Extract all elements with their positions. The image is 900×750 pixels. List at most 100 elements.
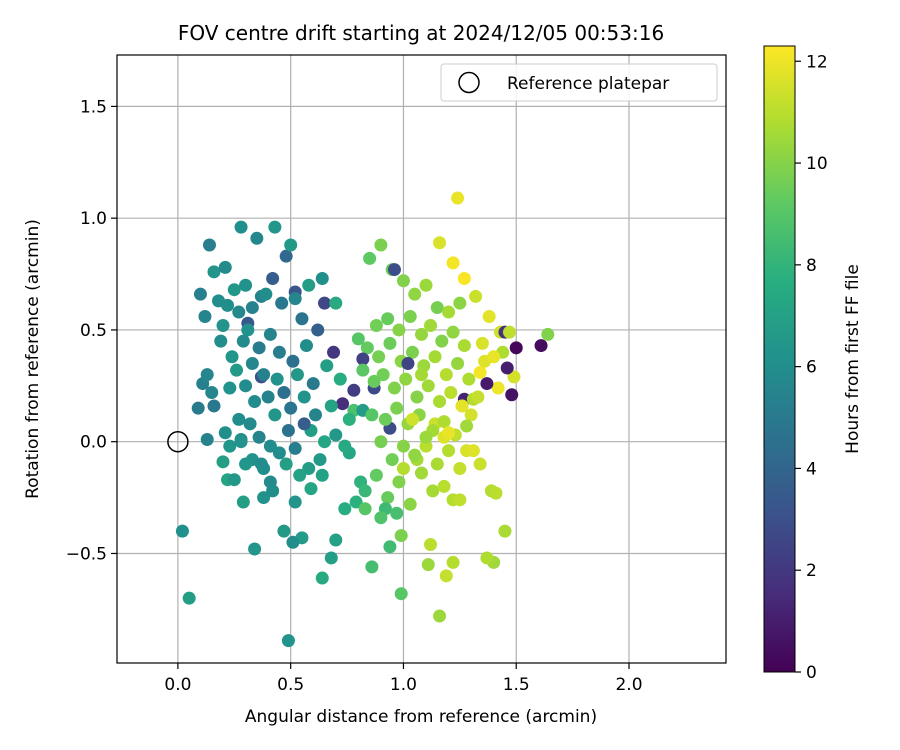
data-point (419, 278, 433, 292)
data-point (451, 356, 465, 370)
data-point (383, 540, 397, 554)
data-point (408, 448, 422, 462)
colorbar-tick-label: 2 (806, 561, 817, 581)
data-point (252, 430, 266, 444)
data-point (403, 497, 417, 511)
data-point (358, 502, 372, 516)
data-point (374, 238, 388, 252)
data-point (239, 379, 253, 393)
data-point (392, 323, 406, 337)
data-point (286, 535, 300, 549)
data-point (347, 383, 361, 397)
data-point (221, 298, 235, 312)
data-point (272, 345, 286, 359)
data-point (227, 473, 241, 487)
data-point (214, 334, 228, 348)
data-point (288, 441, 302, 455)
data-point (205, 386, 219, 400)
data-point (374, 435, 388, 449)
y-tick-label: 1.0 (80, 209, 107, 229)
data-point (367, 374, 381, 388)
data-point (507, 370, 521, 384)
data-point (279, 249, 293, 263)
data-point (293, 468, 307, 482)
legend-marker-icon (458, 71, 480, 94)
data-point (286, 354, 300, 368)
data-point (451, 191, 465, 205)
data-point (299, 339, 313, 353)
data-point (392, 475, 406, 489)
colorbar-tick-label: 6 (806, 358, 817, 378)
data-point (453, 296, 467, 310)
data-point (308, 408, 322, 422)
data-point (365, 408, 379, 422)
data-point (329, 296, 343, 310)
data-point (315, 272, 329, 286)
data-point (374, 511, 388, 525)
data-point (318, 435, 332, 449)
data-point (460, 419, 474, 433)
data-point (410, 390, 424, 404)
colorbar-tick-label: 0 (806, 663, 817, 683)
data-point (446, 325, 460, 339)
data-point (234, 220, 248, 234)
data-point (175, 524, 189, 538)
x-tick-label: 0.5 (277, 675, 304, 695)
data-point (313, 453, 327, 467)
data-point (270, 372, 284, 386)
colorbar-tick-label: 10 (806, 154, 828, 174)
data-point (297, 390, 311, 404)
data-point (261, 390, 275, 404)
data-point (390, 506, 404, 520)
data-point (360, 341, 374, 355)
data-point (424, 318, 438, 332)
data-point (338, 502, 352, 516)
data-point (193, 287, 207, 301)
data-point (446, 256, 460, 270)
data-point (329, 428, 343, 442)
colorbar-ticks: 0 2 4 6 8 10 12 (795, 52, 828, 683)
data-point (480, 377, 494, 391)
x-axis-label: Angular distance from reference (arcmin) (245, 707, 597, 727)
data-point (223, 381, 237, 395)
data-point (457, 339, 471, 353)
data-point (455, 399, 469, 413)
data-point (257, 368, 271, 382)
data-point (227, 283, 241, 297)
data-point (482, 310, 496, 324)
data-point (444, 386, 458, 400)
data-point (419, 430, 433, 444)
data-point (232, 412, 246, 426)
data-point (396, 462, 410, 476)
data-point (426, 484, 440, 498)
data-point (405, 345, 419, 359)
data-point (433, 609, 447, 623)
data-point (453, 462, 467, 476)
x-tick-label: 2.0 (615, 675, 642, 695)
data-point (198, 310, 212, 324)
data-point (288, 495, 302, 509)
colorbar-tick-label: 8 (806, 256, 817, 276)
data-point (318, 296, 332, 310)
y-tick-label: 0.0 (80, 433, 107, 453)
data-point (430, 457, 444, 471)
data-point (471, 390, 485, 404)
data-point (509, 341, 523, 355)
data-point (369, 468, 383, 482)
data-point (489, 486, 503, 500)
data-point (254, 457, 268, 471)
data-point (442, 426, 456, 440)
data-point (266, 272, 280, 286)
data-point (281, 634, 295, 648)
data-point (376, 368, 390, 382)
data-point (230, 363, 244, 377)
data-point (381, 491, 395, 505)
data-point (257, 491, 271, 505)
data-point (324, 399, 338, 413)
data-point (491, 381, 505, 395)
data-point (435, 334, 449, 348)
data-point (272, 446, 286, 460)
data-point (223, 439, 237, 453)
data-point (268, 408, 282, 422)
data-point (453, 493, 467, 507)
